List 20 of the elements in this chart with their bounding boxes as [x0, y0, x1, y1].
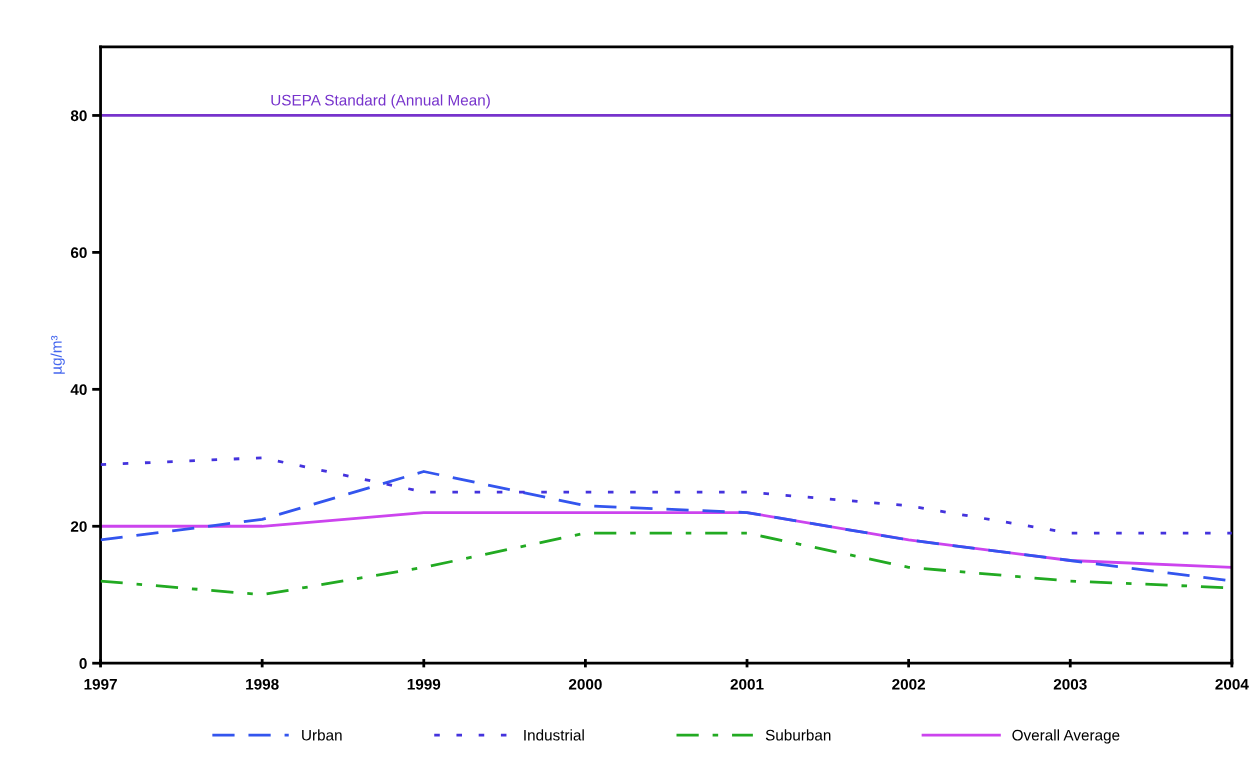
legend-label: Industrial	[524, 729, 584, 741]
y-axis-title: µg/m³	[50, 335, 65, 374]
x-tick-label: 1998	[246, 678, 279, 690]
legend-label: Urban	[302, 729, 342, 741]
legend-label: Suburban	[765, 729, 831, 741]
y-tick-label: 40	[70, 384, 87, 396]
line-series	[100, 456, 1232, 535]
y-tick-label: 0	[79, 658, 87, 669]
ref-line-label: USEPA Standard (Annual Mean)	[271, 94, 490, 109]
x-tick-label: 2000	[568, 678, 602, 690]
y-tick-label: 80	[70, 110, 87, 122]
x-tick-label: 1997	[84, 678, 117, 690]
x-tick-label: 1999	[407, 678, 441, 690]
x-tick-label: 2003	[1053, 678, 1087, 690]
y-tick-label: 20	[70, 521, 87, 532]
y-tick-label: 60	[70, 247, 87, 259]
legend-label: Overall Average	[1012, 729, 1120, 744]
x-tick-label: 2001	[730, 678, 764, 690]
x-tick-label: 2004	[1215, 678, 1249, 690]
x-tick-label: 2002	[892, 678, 926, 690]
